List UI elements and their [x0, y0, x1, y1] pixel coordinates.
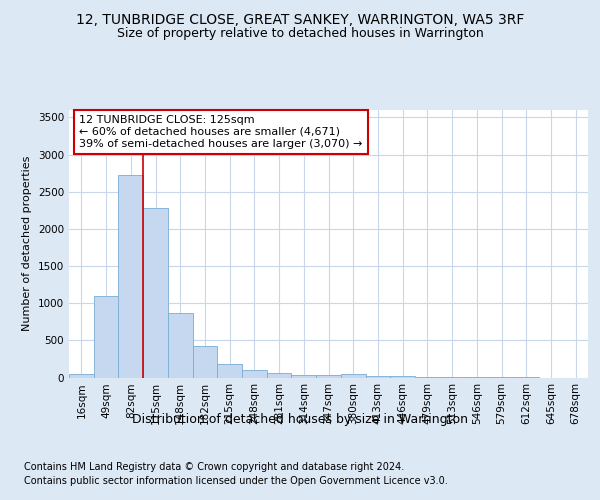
Bar [415, 377, 440, 378]
Bar [69, 374, 94, 378]
Y-axis label: Number of detached properties: Number of detached properties [22, 156, 32, 332]
Bar [316, 374, 341, 378]
Bar [217, 364, 242, 378]
Bar [94, 296, 118, 378]
Text: 12 TUNBRIDGE CLOSE: 125sqm
← 60% of detached houses are smaller (4,671)
39% of s: 12 TUNBRIDGE CLOSE: 125sqm ← 60% of deta… [79, 116, 363, 148]
Bar [168, 313, 193, 378]
Bar [341, 374, 365, 378]
Bar [390, 376, 415, 378]
Bar [365, 376, 390, 378]
Bar [292, 374, 316, 378]
Text: Size of property relative to detached houses in Warrington: Size of property relative to detached ho… [116, 28, 484, 40]
Text: 12, TUNBRIDGE CLOSE, GREAT SANKEY, WARRINGTON, WA5 3RF: 12, TUNBRIDGE CLOSE, GREAT SANKEY, WARRI… [76, 12, 524, 26]
Bar [193, 346, 217, 378]
Bar [242, 370, 267, 378]
Text: Contains public sector information licensed under the Open Government Licence v3: Contains public sector information licen… [24, 476, 448, 486]
Text: Distribution of detached houses by size in Warrington: Distribution of detached houses by size … [132, 412, 468, 426]
Text: Contains HM Land Registry data © Crown copyright and database right 2024.: Contains HM Land Registry data © Crown c… [24, 462, 404, 472]
Bar [267, 374, 292, 378]
Bar [143, 208, 168, 378]
Bar [118, 176, 143, 378]
